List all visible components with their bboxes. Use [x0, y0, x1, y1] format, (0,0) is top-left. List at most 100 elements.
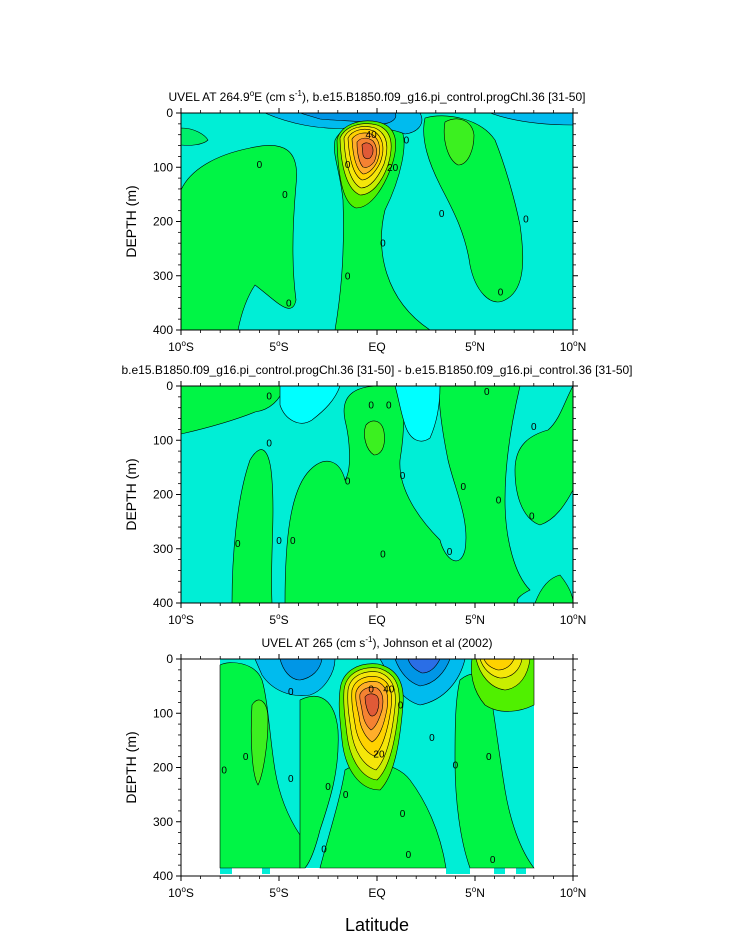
panel-observations: UVEL AT 265 (cm s-1), Johnson et al (200… — [123, 635, 586, 900]
contour-label: 0 — [380, 550, 386, 561]
x-tick-label: 5oS — [269, 612, 288, 627]
contour-label: 0 — [286, 298, 292, 309]
contour-label: 0 — [345, 160, 351, 171]
contour-label: 20 — [387, 163, 399, 174]
contour-label: 0 — [266, 438, 272, 449]
contour-fill — [181, 386, 573, 603]
central-positive — [284, 386, 531, 603]
contour-label: 0 — [321, 844, 327, 855]
x-axis-title: Latitude — [345, 915, 409, 935]
y-tick-label: 400 — [153, 869, 173, 883]
contour-labels: 40 20 0 0 0 0 0 0 0 0 0 0 — [257, 130, 530, 309]
panel-difference: b.e15.B1850.f09_g16.pi_control.progChl.3… — [121, 363, 632, 627]
contour-label: 0 — [290, 536, 296, 547]
contour-label: 0 — [523, 214, 529, 225]
contour-label: 0 — [406, 850, 412, 861]
upper-negative-east — [394, 386, 441, 442]
x-tick-label: 10oS — [168, 612, 194, 627]
contour-label: 0 — [490, 855, 496, 866]
contour-label: 0 — [531, 422, 537, 433]
y-tick-label: 400 — [153, 596, 173, 610]
contour-fill — [219, 659, 535, 874]
contour-label: 0 — [496, 495, 502, 506]
euc-contour-7 — [364, 693, 380, 717]
y-tick-label: 100 — [153, 706, 173, 720]
x-tick-label: 10oN — [560, 885, 586, 900]
east-positive-region — [423, 115, 524, 303]
contour-label: 0 — [288, 774, 294, 785]
y-axis-label: DEPTH (m) — [123, 458, 139, 530]
contour-label: 0 — [386, 400, 392, 411]
contour-label: 0 — [439, 209, 445, 220]
y-axis-label: DEPTH (m) — [123, 185, 139, 257]
contour-label: 0 — [486, 752, 492, 763]
y-tick-label: 400 — [153, 323, 173, 337]
east-core — [443, 118, 475, 166]
left-surface-band — [181, 127, 209, 146]
x-tick-label: EQ — [368, 613, 385, 627]
contour-label: 0 — [380, 239, 386, 250]
contour-label: 0 — [221, 766, 227, 777]
contour-label: 0 — [243, 752, 249, 763]
contour-label: 0 — [368, 684, 374, 695]
contour-label: 0 — [429, 733, 435, 744]
x-tick-label: EQ — [368, 886, 385, 900]
contour-label: 0 — [447, 547, 453, 558]
contour-label: 0 — [345, 476, 351, 487]
y-tick-label: 200 — [153, 761, 173, 775]
contour-label: 0 — [257, 160, 263, 171]
contour-label: 0 — [398, 701, 404, 712]
contour-label: 40 — [366, 130, 378, 141]
y-tick-label: 0 — [166, 379, 173, 393]
contour-label: 0 — [288, 687, 294, 698]
x-tick-label: 10oN — [560, 339, 586, 354]
upper-negative-west — [279, 386, 341, 424]
y-tick-label: 0 — [166, 106, 173, 120]
surface-negative-west-core — [279, 659, 323, 681]
euc-contour-7 — [361, 142, 374, 160]
contour-label: 0 — [460, 482, 466, 493]
contour-label: 0 — [325, 782, 331, 793]
panel-title: UVEL AT 264.9oE (cm s-1), b.e15.B1850.f0… — [169, 89, 586, 104]
contour-label: 0 — [400, 471, 406, 482]
contour-label: 0 — [484, 387, 490, 398]
contour-label: 0 — [282, 190, 288, 201]
x-tick-label: 5oN — [465, 885, 485, 900]
y-tick-label: 300 — [153, 269, 173, 283]
panel-model-uvel: UVEL AT 264.9oE (cm s-1), b.e15.B1850.f0… — [123, 89, 586, 354]
west-positive-core — [250, 699, 269, 786]
mid-positive-region — [299, 695, 339, 869]
x-tick-label: 10oS — [168, 885, 194, 900]
y-tick-label: 200 — [153, 488, 173, 502]
contour-label: 0 — [498, 288, 504, 299]
surface-negative-east-core-2 — [407, 659, 441, 674]
y-tick-label: 100 — [153, 433, 173, 447]
contour-label: 40 — [383, 684, 395, 695]
contour-label: 0 — [400, 809, 406, 820]
contour-label: 0 — [529, 512, 535, 523]
x-tick-label: 5oS — [269, 885, 288, 900]
panel-title: b.e15.B1850.f09_g16.pi_control.progChl.3… — [121, 363, 632, 377]
x-tick-label: 5oS — [269, 339, 288, 354]
contour-label: 0 — [453, 760, 459, 771]
contour-label: 20 — [373, 749, 385, 760]
y-tick-label: 200 — [153, 215, 173, 229]
y-axis-label: DEPTH (m) — [123, 731, 139, 803]
contour-label: 0 — [343, 790, 349, 801]
x-tick-label: 5oN — [465, 612, 485, 627]
x-tick-label: 5oN — [465, 339, 485, 354]
contour-label: 0 — [235, 539, 241, 550]
contour-label: 0 — [368, 400, 374, 411]
y-tick-label: 300 — [153, 542, 173, 556]
contour-fill — [181, 113, 573, 330]
bottom-right-positive — [534, 574, 573, 603]
lower-left-positive — [231, 449, 274, 603]
central-core — [364, 420, 385, 456]
x-tick-label: 10oS — [168, 339, 194, 354]
